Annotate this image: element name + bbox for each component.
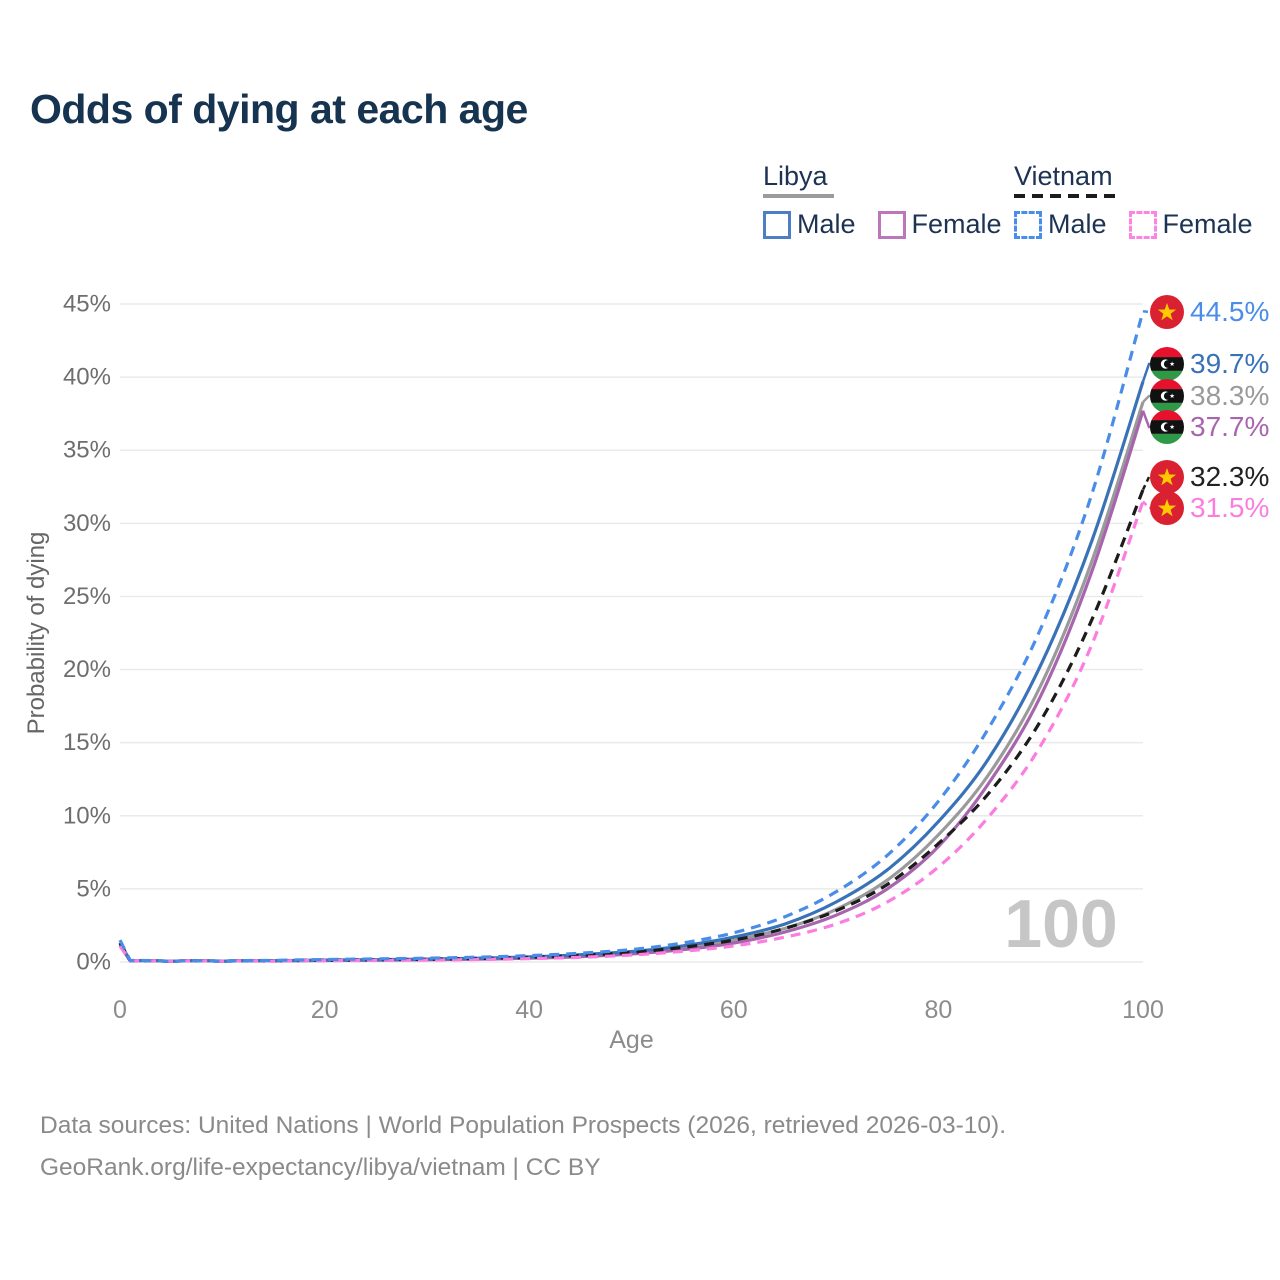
legend-item-label: Female <box>1162 209 1253 239</box>
footer-line-2: GeoRank.org/life-expectancy/libya/vietna… <box>40 1154 601 1181</box>
vietnam-male-swatch-icon <box>1014 210 1042 239</box>
x-tick-label: 20 <box>311 996 339 1024</box>
line-vietnam-male[interactable] <box>118 310 1145 963</box>
legend-item-label: Female <box>911 209 1002 239</box>
end-label-connector <box>1142 500 1153 510</box>
y-tick-label: 35% <box>63 437 111 464</box>
y-tick-label: 20% <box>63 656 111 683</box>
legend-title-vietnam[interactable]: Vietnam <box>1014 163 1253 198</box>
legend-title-vietnam-label: Vietnam <box>1014 161 1113 191</box>
y-tick-label: 45% <box>63 291 111 318</box>
libya-female-swatch-icon <box>877 210 906 239</box>
line-vietnam-female[interactable] <box>118 500 1145 963</box>
legend-title-libya-label: Libya <box>763 161 828 191</box>
y-tick-label: 10% <box>63 802 111 829</box>
end-label-connector <box>1141 475 1153 491</box>
x-axis-title: Age <box>609 1026 653 1054</box>
page-title: Odds of dying at each age <box>30 86 528 132</box>
vietnam-line-swatch <box>1014 194 1118 198</box>
end-label-connector <box>1142 394 1153 403</box>
chart-svg: 0% 5% 10% 15% 20% 25% 30% 35% 40% 45% 100 0 20 40 60 80… <box>23 291 1164 1055</box>
line-libya-male[interactable] <box>118 381 1145 963</box>
libya-male-swatch-icon <box>763 210 791 239</box>
y-axis-title: Probability of dying <box>23 532 50 735</box>
line-libya-female[interactable] <box>118 410 1145 963</box>
y-tick-label: 0% <box>76 949 111 976</box>
x-tick-label: 60 <box>720 996 748 1024</box>
line-libya-both[interactable] <box>118 401 1145 963</box>
y-tick-label: 30% <box>63 510 111 537</box>
end-label-connector <box>1141 362 1153 382</box>
hover-age-watermark: 100 <box>1004 886 1117 962</box>
x-tick-label: 80 <box>924 996 952 1024</box>
legend-item-label: Male <box>797 209 856 239</box>
line-vietnam-both[interactable] <box>118 489 1145 963</box>
legend-title-libya[interactable]: Libya <box>763 163 1002 198</box>
legend-group-vietnam: Vietnam Male Female <box>1014 163 1253 240</box>
y-tick-label: 5% <box>76 875 111 902</box>
legend-group-libya: Libya Male Female <box>763 163 1002 240</box>
x-tick-label: 0 <box>113 996 127 1024</box>
x-tick-label: 40 <box>515 996 543 1024</box>
libya-line-swatch <box>763 194 834 198</box>
y-tick-label: 15% <box>63 729 111 756</box>
legend-item-libya-female[interactable]: Female <box>877 209 1002 240</box>
y-tick-label: 40% <box>63 364 111 391</box>
legend-item-vietnam-female[interactable]: Female <box>1128 209 1253 240</box>
legend-item-libya-male[interactable]: Male <box>763 209 856 240</box>
legend-item-label: Male <box>1048 209 1107 239</box>
footer-line-1: Data sources: United Nations | World Pop… <box>40 1112 1007 1139</box>
x-tick-label: 100 <box>1122 996 1164 1024</box>
footer: Data sources: United Nations | World Pop… <box>40 1105 1006 1189</box>
y-tick-label: 25% <box>63 583 111 610</box>
vietnam-female-swatch-icon <box>1128 210 1157 239</box>
end-label-connector <box>1141 410 1153 429</box>
end-label-connector <box>1142 310 1153 314</box>
legend-item-vietnam-male[interactable]: Male <box>1014 209 1107 240</box>
